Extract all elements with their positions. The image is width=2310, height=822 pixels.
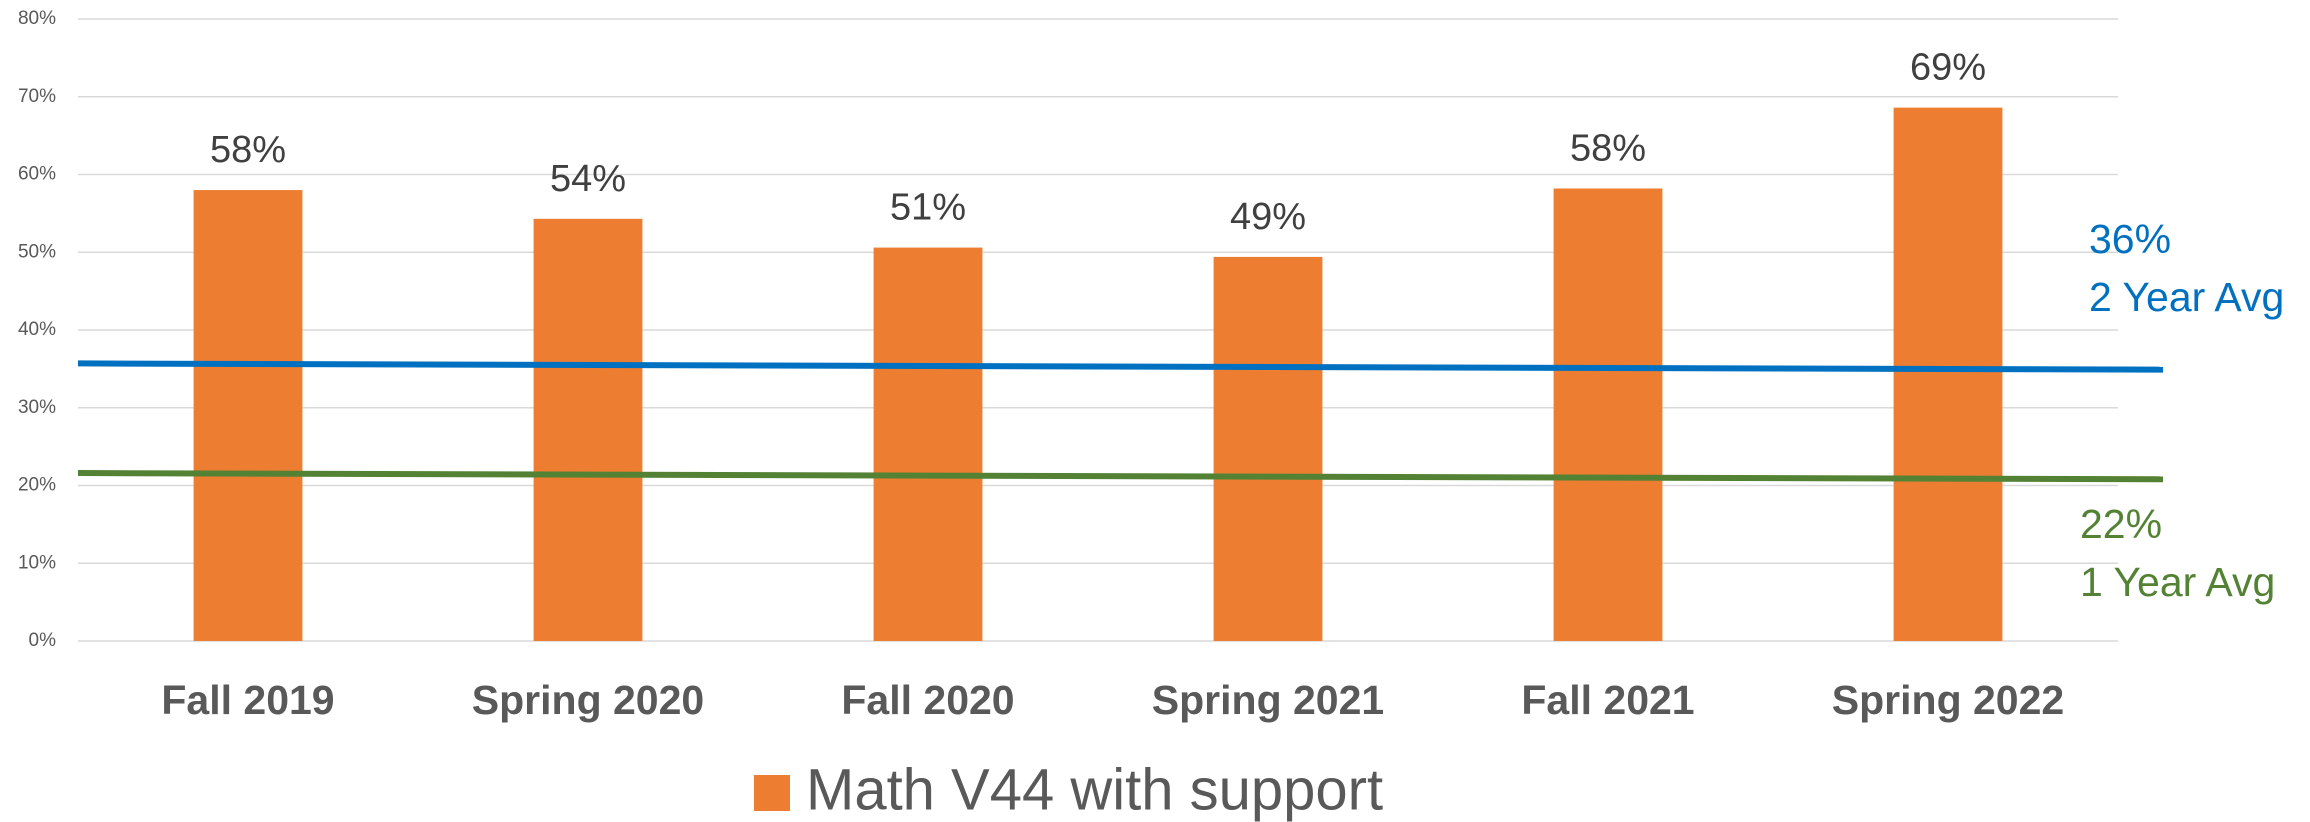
data-label: 69% <box>1910 47 1986 89</box>
legend-swatch <box>754 775 790 811</box>
y-tick-label: 10% <box>18 552 56 573</box>
y-tick-label: 80% <box>18 8 56 29</box>
annotation: 2 Year Avg <box>2089 274 2284 320</box>
annotation: 36% <box>2089 216 2171 262</box>
x-tick-label: Spring 2021 <box>1152 677 1384 723</box>
bar <box>533 218 643 641</box>
bar <box>873 247 983 641</box>
y-tick-label: 0% <box>29 630 57 651</box>
data-label: 49% <box>1230 196 1306 238</box>
annotation: 1 Year Avg <box>2080 559 2275 605</box>
y-tick-label: 40% <box>18 319 56 340</box>
y-tick-label: 70% <box>18 86 56 107</box>
y-tick-label: 20% <box>18 475 56 496</box>
data-label: 51% <box>890 187 966 229</box>
y-tick-label: 30% <box>18 397 56 418</box>
x-tick-label: Fall 2020 <box>841 677 1014 723</box>
x-tick-label: Spring 2022 <box>1832 677 2064 723</box>
average-line <box>77 360 2164 373</box>
annotation: 22% <box>2080 501 2162 547</box>
x-tick-label: Spring 2020 <box>472 677 704 723</box>
bar <box>193 190 303 642</box>
average-line <box>77 470 2164 483</box>
bar <box>1553 188 1663 641</box>
legend-label: Math V44 with support <box>806 757 1383 822</box>
data-label: 58% <box>210 129 286 171</box>
y-tick-label: 60% <box>18 164 56 185</box>
data-label: 58% <box>1570 128 1646 170</box>
x-tick-label: Fall 2021 <box>1521 677 1694 723</box>
bar <box>1893 107 2003 641</box>
x-tick-label: Fall 2019 <box>161 677 334 723</box>
data-label: 54% <box>550 158 626 200</box>
y-tick-label: 50% <box>18 241 56 262</box>
bar <box>1213 256 1323 641</box>
